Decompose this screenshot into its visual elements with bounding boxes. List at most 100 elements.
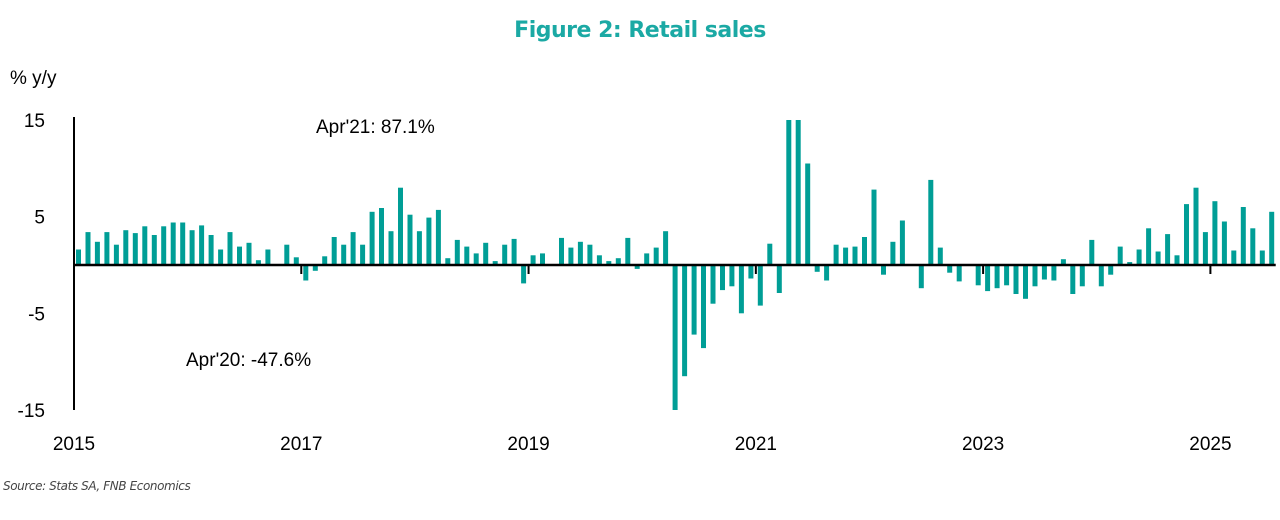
x-tick-label: 2025 [1189,434,1231,455]
bar [1212,201,1218,265]
bar [843,247,849,265]
bar [1250,228,1256,265]
bar [852,246,858,265]
bar [435,209,441,265]
bar [445,258,451,265]
bar [899,220,905,265]
bar [881,265,886,275]
bar [180,222,186,265]
bar [161,226,167,265]
bar [189,230,195,265]
bar [1146,228,1152,265]
bar [985,265,991,292]
bar [199,225,205,265]
bars-group [76,120,1275,410]
bar [862,237,867,265]
y-axis-label: % y/y [10,68,57,89]
bar [341,244,347,265]
bar [1060,259,1066,265]
bar [142,226,148,265]
bar [1013,265,1019,294]
y-tick-label: -15 [18,401,45,422]
bar [1269,211,1275,265]
bar [1221,221,1227,265]
x-tick-label: 2021 [735,434,777,455]
bar [284,244,290,265]
bar [1155,251,1161,265]
y-tick-label: 15 [24,111,45,132]
bar [1051,265,1057,281]
bar [132,233,138,265]
bar [1136,249,1142,265]
bar [710,265,716,304]
bar [1174,255,1180,265]
bar [492,261,498,265]
bar [265,249,271,265]
bar [407,214,413,265]
bar [1070,265,1076,294]
bar [1023,265,1028,299]
bar [890,241,896,265]
bar [123,230,129,265]
bar [246,242,252,265]
annotation-label: Apr'20: -47.6% [186,350,311,371]
bar [1108,265,1114,275]
bar [85,232,91,265]
bar [426,217,432,265]
x-tick-label: 2023 [962,434,1004,455]
bar [1165,234,1171,265]
chart-title: Figure 2: Retail sales [514,18,766,43]
bar [672,265,678,410]
bar [738,265,744,314]
bar [1089,239,1095,265]
bar [568,247,574,265]
bar [767,243,773,265]
bar [805,163,811,265]
bar [255,260,261,265]
bar [227,232,233,265]
annotations-group: Apr'21: 87.1% Apr'20: -47.6% [186,117,435,371]
bar [218,249,224,265]
x-tick-label: 2019 [507,434,549,455]
bar [625,237,631,265]
bar [833,244,839,265]
bar [312,265,318,271]
bar [776,265,782,293]
bar [1202,232,1208,265]
bar [350,232,356,265]
bar [871,189,877,265]
y-tick-labels: 15 5 -5 -15 [18,111,45,422]
bar [398,187,403,265]
bar [956,265,962,282]
bar [388,231,394,265]
bar [577,241,583,265]
bar [454,239,460,265]
bar [615,258,621,265]
bar [1117,246,1123,265]
bar [1004,265,1010,286]
bar [360,244,366,265]
bar [293,257,299,265]
bar [483,242,489,265]
bar [379,208,384,265]
bar [757,265,763,306]
bar [416,231,422,265]
bar [1032,265,1038,287]
bar [1193,187,1199,265]
bar [94,241,100,265]
bar [1079,265,1085,287]
bar [994,265,1000,289]
bar [104,232,110,265]
bar [113,244,119,265]
bar [1041,265,1047,280]
bar [682,265,688,377]
bar [1184,204,1189,265]
bar [644,253,650,265]
bar [170,222,176,265]
bar [1259,250,1265,265]
bar [634,265,640,269]
source-note: Source: Stats SA, FNB Economics [3,479,191,493]
bar [151,235,157,265]
bar [748,265,754,279]
